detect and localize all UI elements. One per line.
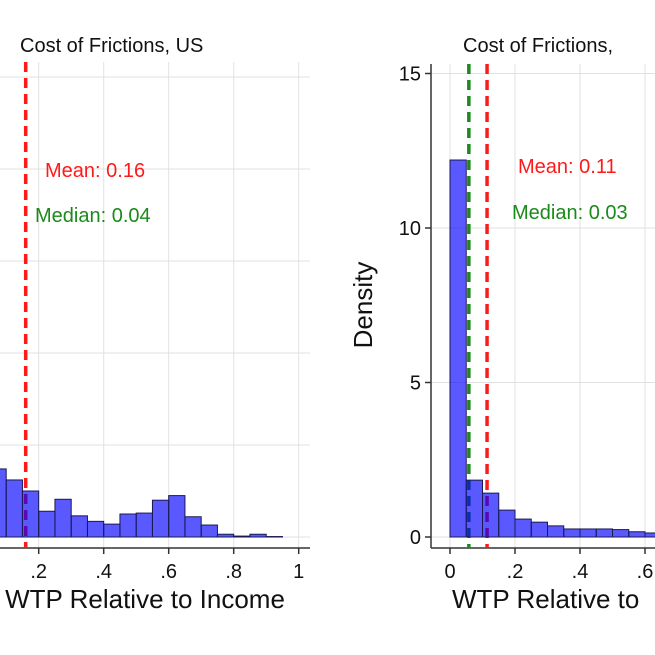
x-tick-label: .8 [225, 561, 242, 583]
histogram-bar [54, 498, 72, 538]
histogram-bar [612, 529, 630, 538]
x-tick-label: .6 [160, 561, 177, 583]
panel-1: .2 .4 .6 .8 1 Cost of Frictions, US WTP Relati… [0, 35, 310, 614]
histogram-bar [70, 515, 88, 538]
x-tick-label: .4 [95, 561, 112, 583]
histogram-bar [595, 528, 613, 538]
y-tick-label: 5 [410, 373, 421, 395]
histogram-bar [547, 525, 565, 538]
panel-2: 0 .2 .4 .6 0 5 10 15 Cost of Frictions, WTP Relat… [348, 35, 655, 614]
x-tick-label: .2 [507, 561, 524, 583]
histogram-bar [5, 479, 23, 538]
y-tick-label: 10 [399, 218, 421, 240]
histogram-bar [579, 528, 597, 538]
mean-annotation: Mean: 0.16 [45, 160, 145, 182]
histogram-bar [233, 535, 251, 538]
histogram-bar [135, 512, 153, 538]
x-tick-label: .2 [30, 561, 47, 583]
median-annotation: Median: 0.03 [512, 202, 628, 224]
histogram-bar [216, 533, 235, 538]
chart-title: Cost of Frictions, US [20, 35, 203, 57]
mean-annotation: Mean: 0.11 [518, 156, 617, 178]
histogram-bar [21, 490, 40, 538]
histogram-bar [38, 510, 56, 538]
histogram-bar [514, 518, 532, 538]
histogram-bar [563, 528, 581, 538]
histogram-bar [184, 516, 202, 538]
x-axis-label: WTP Relative to Income [5, 584, 285, 614]
histogram-bar [644, 532, 655, 538]
x-axis-label: WTP Relative to [452, 584, 639, 614]
y-axis-label: Density [348, 262, 378, 349]
x-tick-label: 1 [293, 561, 304, 583]
histogram-bar [249, 533, 267, 538]
histogram-bar [498, 509, 516, 538]
x-tick-label: .4 [572, 561, 589, 583]
histogram-bar [449, 159, 467, 538]
histogram-bar [482, 492, 500, 538]
histogram-bar [530, 521, 548, 538]
histogram-bar [119, 513, 137, 538]
y-tick-label: 15 [399, 64, 421, 86]
histogram-bar [465, 479, 483, 538]
chart-title: Cost of Frictions, [463, 35, 613, 57]
x-tick-label: .6 [637, 561, 654, 583]
histogram-bar [86, 520, 105, 538]
histogram-bar [200, 524, 218, 538]
histogram-bar [103, 523, 121, 538]
y-tick-label: 0 [410, 527, 421, 549]
histogram-bar [151, 499, 170, 538]
histogram-bar [0, 468, 7, 538]
histogram-bar [628, 531, 646, 538]
x-tick-label: 0 [444, 561, 455, 583]
histogram-bar [168, 495, 186, 538]
median-annotation: Median: 0.04 [35, 205, 151, 227]
